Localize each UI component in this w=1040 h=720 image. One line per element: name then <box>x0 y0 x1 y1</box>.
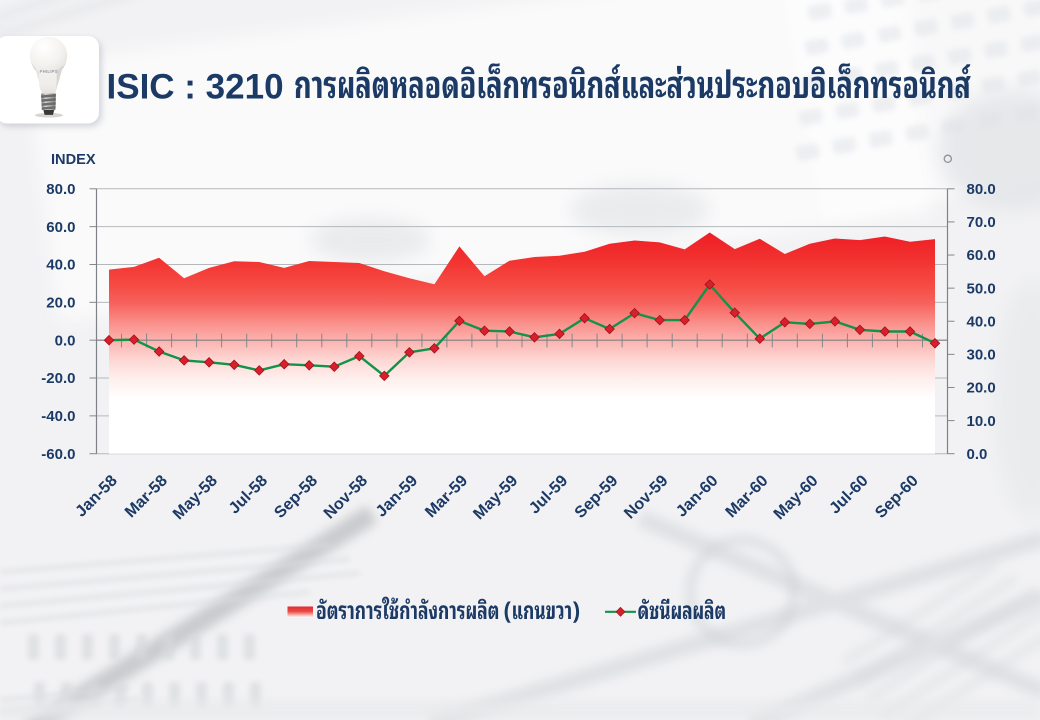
svg-text:Mar-60: Mar-60 <box>722 472 772 522</box>
svg-text:Jul-58: Jul-58 <box>225 472 271 518</box>
svg-text:Jan-58: Jan-58 <box>72 472 121 521</box>
svg-text:PHILIPS: PHILIPS <box>40 69 58 74</box>
svg-text:May-58: May-58 <box>169 472 221 524</box>
svg-text:40.0: 40.0 <box>46 257 75 274</box>
svg-text:60.0: 60.0 <box>46 219 75 236</box>
svg-text:0.0: 0.0 <box>967 446 988 463</box>
svg-text:INDEX: INDEX <box>51 152 96 168</box>
svg-text:Jan-60: Jan-60 <box>673 472 722 521</box>
svg-text:Sep-60: Sep-60 <box>872 472 922 522</box>
svg-text:20.0: 20.0 <box>46 295 75 312</box>
svg-text:60.0: 60.0 <box>967 247 996 264</box>
svg-text:20.0: 20.0 <box>967 380 996 397</box>
svg-text:-60.0: -60.0 <box>41 446 75 463</box>
svg-text:Sep-59: Sep-59 <box>571 472 621 522</box>
svg-text:May-59: May-59 <box>470 472 522 524</box>
svg-text:Jan-59: Jan-59 <box>372 472 421 521</box>
svg-text:80.0: 80.0 <box>967 181 996 198</box>
svg-text:50.0: 50.0 <box>967 280 996 297</box>
svg-text:-20.0: -20.0 <box>41 370 75 387</box>
svg-text:10.0: 10.0 <box>967 413 996 430</box>
svg-text:40.0: 40.0 <box>967 313 996 330</box>
svg-text:Mar-58: Mar-58 <box>121 472 171 522</box>
svg-text:Jul-59: Jul-59 <box>526 472 572 518</box>
svg-text:80.0: 80.0 <box>46 181 75 198</box>
svg-text:-40.0: -40.0 <box>41 408 75 425</box>
svg-text:Sep-58: Sep-58 <box>271 472 321 522</box>
svg-text:30.0: 30.0 <box>967 347 996 364</box>
svg-text:ISIC : 3210: ISIC : 3210 <box>107 68 284 107</box>
svg-text:0.0: 0.0 <box>55 332 76 349</box>
svg-text:May-60: May-60 <box>770 472 822 524</box>
svg-text:Jul-60: Jul-60 <box>826 472 872 518</box>
svg-text:Mar-59: Mar-59 <box>422 472 472 522</box>
svg-text:70.0: 70.0 <box>967 214 996 231</box>
